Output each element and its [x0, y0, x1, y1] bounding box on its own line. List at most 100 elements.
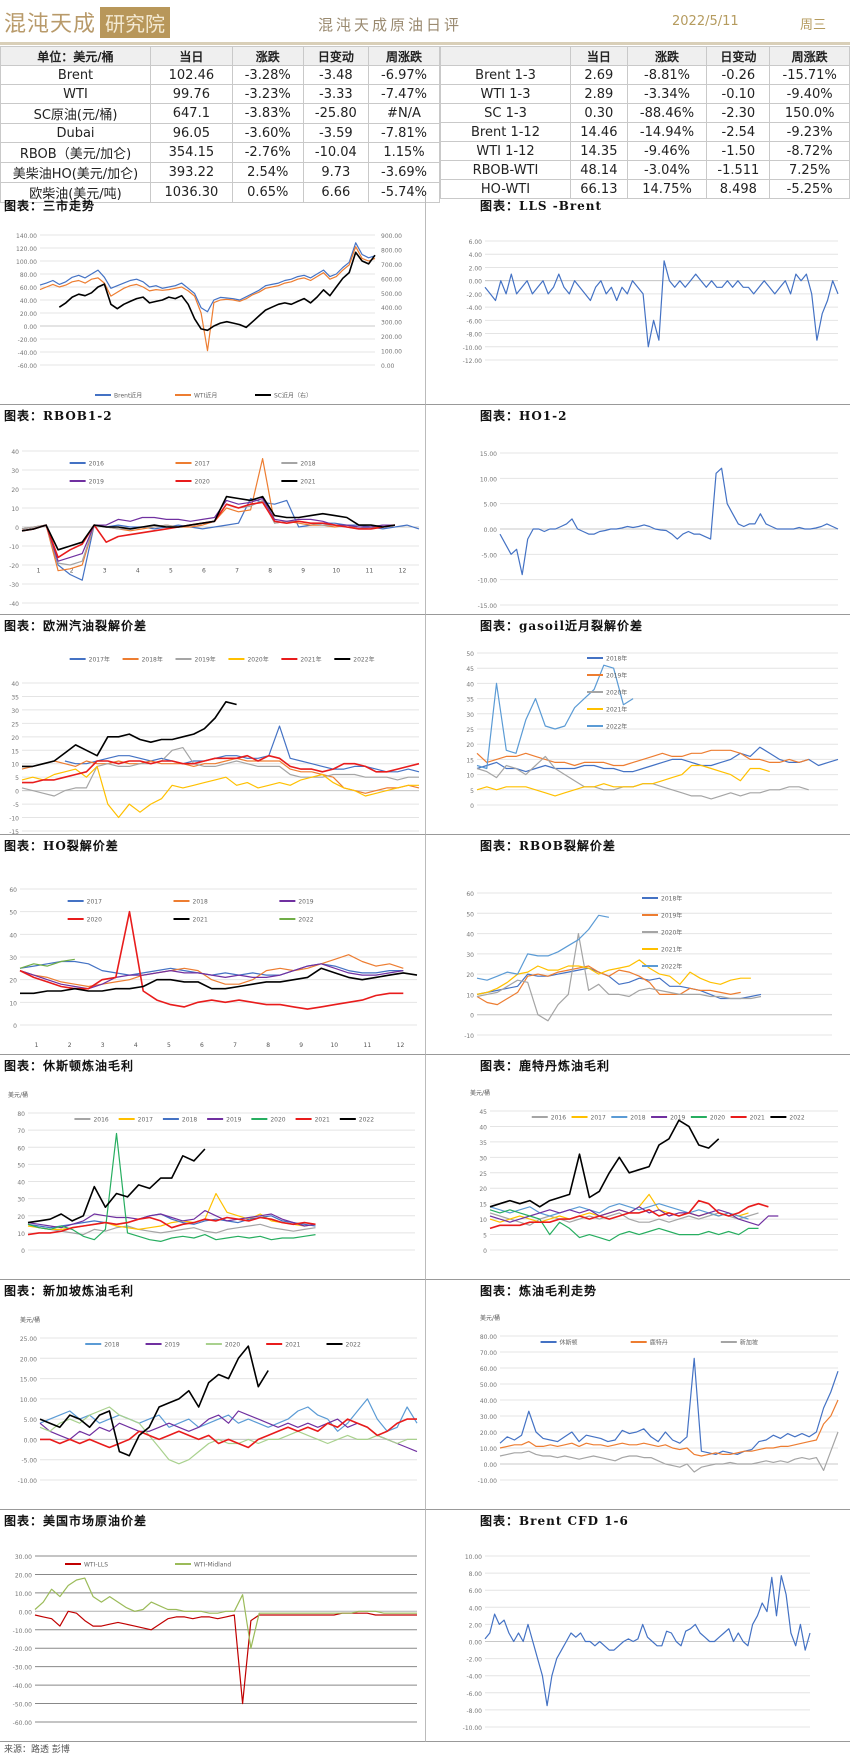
series-line-4 [20, 967, 418, 995]
series-line-1 [39, 1410, 418, 1453]
table-header-row: 单位：美元/桶 当日 涨跌 日变动 周涨跌 [0, 46, 440, 66]
chart-panel [0, 835, 425, 1055]
series-line-3 [19, 910, 404, 1010]
y-tick-label: 20 [466, 972, 474, 979]
y-tick-label: 0 [13, 1023, 17, 1030]
cell-value: -1.50 [706, 141, 771, 161]
cell-value: 8.498 [706, 179, 771, 199]
y-tick-label: -5.00 [481, 552, 497, 559]
cell-value: -5.25% [769, 179, 850, 199]
y-tick-label: 30 [466, 952, 474, 959]
legend-label: 鹿特丹 [650, 1339, 668, 1347]
x-tick-label: 3 [103, 568, 107, 575]
y-tick-label: 20 [17, 1214, 25, 1221]
legend-label: 2020 [195, 479, 210, 486]
series-line-4 [476, 914, 610, 981]
cell-value: 150.0% [769, 103, 850, 123]
y-tick-label: 45 [479, 1109, 487, 1116]
legend-label: 2022年 [661, 963, 682, 971]
y-tick-label: 0.00 [469, 279, 483, 286]
unit-label: 美元/桶 [480, 1314, 500, 1322]
y-tick-label: 5 [483, 1233, 487, 1240]
y-tick-label: 0 [21, 1248, 25, 1255]
table-row: 美柴油HO(美元/加仑) 393.22 2.54% 9.73 -3.69% [0, 162, 440, 183]
cell-value: -3.23% [231, 84, 304, 104]
y2-tick-label: 600.00 [381, 276, 402, 283]
x-tick-label: 6 [202, 568, 206, 575]
y-tick-label: -30 [9, 582, 19, 589]
report-date: 2022/5/11 [672, 14, 739, 29]
chart-c11: 25.00 20.00 15.00 10.00 5.00 0.00 -5.00 -10.00 美… [18, 1316, 418, 1485]
chart-c8: 60 50 40 30 20 10 0 -10 2018年 2019年 2020年 2021年 2022… [464, 891, 832, 1040]
y2-tick-label: 200.00 [381, 334, 402, 341]
y-tick-label: 40 [479, 1124, 487, 1131]
legend-label: 新加坡 [740, 1339, 758, 1347]
y2-tick-label: 100.00 [381, 349, 402, 356]
x-tick-label: 8 [266, 1042, 270, 1049]
cell-value: -7.47% [368, 84, 440, 104]
legend-label: 2021 [285, 1342, 300, 1349]
y-tick-label: 20 [479, 1186, 487, 1193]
legend-label: 2019年 [195, 656, 216, 664]
legend-label: 2021 [193, 917, 208, 924]
row-label: WTI [0, 84, 151, 104]
series-line-0 [39, 1398, 418, 1432]
series-line-1 [21, 457, 395, 572]
x-tick-label: 1 [37, 568, 41, 575]
x-tick-label: 8 [268, 568, 272, 575]
cell-value: -2.54 [706, 122, 771, 142]
chart-title: 图表：美国市场原油价差 [4, 1514, 148, 1528]
cell-value: 2.54% [231, 162, 304, 183]
y-tick-label: -10.00 [463, 1725, 483, 1732]
series-line-0 [39, 242, 376, 313]
table-row: Brent 1-12 14.46 -14.94% -2.54 -9.23% [440, 122, 850, 142]
x-tick-label: 9 [301, 568, 305, 575]
y-tick-label: 50 [466, 651, 474, 658]
y-tick-label: -5 [13, 802, 19, 809]
chart-panel [425, 835, 850, 1055]
y-tick-label: 10.00 [480, 1446, 497, 1453]
y-tick-label: -2.00 [466, 1657, 482, 1664]
y-tick-label: -20.00 [13, 1646, 33, 1653]
y-tick-label: 50 [9, 910, 17, 917]
series-line-2 [476, 755, 809, 800]
legend-label: 休斯顿 [560, 1339, 578, 1347]
unit-label: 美元/桶 [470, 1089, 490, 1097]
table-row: Brent 1-3 2.69 -8.81% -0.26 -15.71% [440, 65, 850, 85]
series-line-4 [489, 1209, 759, 1242]
y-tick-label: 20.00 [15, 1572, 32, 1579]
y-tick-label: 30.00 [480, 1414, 497, 1421]
chart-panel [425, 195, 850, 405]
table-row: WTI 99.76 -3.23% -3.33 -7.47% [0, 84, 440, 104]
series-line-3 [40, 1418, 417, 1449]
col-week-change: 周涨跌 [368, 46, 440, 66]
y-tick-label: 35 [479, 1140, 487, 1147]
y-tick-label: -12.00 [463, 358, 483, 365]
cell-value: -3.34% [626, 84, 708, 104]
cell-value: -1.511 [706, 160, 771, 180]
chart-title: 图表：gasoil近月裂解价差 [480, 619, 644, 633]
y-tick-label: 50.00 [480, 1382, 497, 1389]
y-tick-label: 100.00 [16, 259, 37, 266]
series-line-1 [499, 1399, 839, 1457]
y-tick-label: 0 [15, 789, 19, 796]
y-tick-label: -10 [9, 544, 19, 551]
logo-text: 混沌天成 [4, 12, 97, 37]
series-line-3 [21, 765, 419, 819]
col-day-change: 日变动 [302, 46, 370, 66]
legend-label: 2018 [182, 1117, 197, 1124]
series-line-4 [22, 754, 420, 784]
y-tick-label: 25 [479, 1171, 487, 1178]
y-tick-label: -10.00 [478, 1478, 498, 1485]
y-tick-label: 40 [11, 681, 19, 688]
y-tick-label: 20 [11, 487, 19, 494]
series-line-0 [21, 497, 420, 581]
y-tick-label: 10 [11, 762, 19, 769]
y-tick-label: 60 [466, 891, 474, 898]
legend-label: 2022 [298, 917, 313, 924]
unit-label: 美元/桶 [8, 1091, 28, 1099]
series-line-4 [27, 1132, 316, 1242]
y-tick-label: 30 [17, 1197, 25, 1204]
y-tick-label: 5 [470, 788, 474, 795]
